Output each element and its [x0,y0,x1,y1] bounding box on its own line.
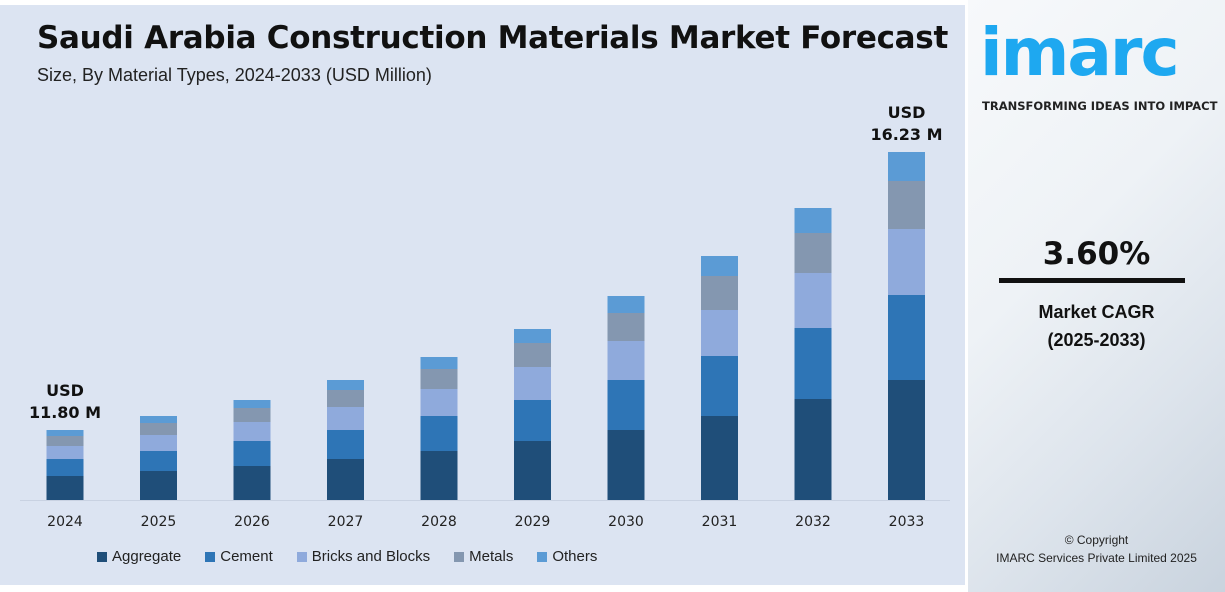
legend-item: Metals [454,548,513,565]
chart-subtitle: Size, By Material Types, 2024-2033 (USD … [37,65,432,85]
divider [999,278,1185,283]
legend-swatch [205,551,216,562]
bar-segment-metals-2030 [607,313,645,341]
x-tick-label: 2029 [515,514,551,530]
cagr-period: (2025-2033) [1047,330,1146,350]
bar-segment-others-2029 [514,329,551,343]
bar-segment-bricks-and-blocks-2027 [327,407,364,430]
bar-segment-metals-2025 [140,423,177,435]
legend-swatch [296,551,307,562]
bar-segment-aggregate-2033 [888,380,925,500]
cagr-value: 3.60% [1042,236,1151,272]
bar-segment-bricks-and-blocks-2032 [794,273,832,328]
bar-segment-bricks-and-blocks-2028 [420,389,458,416]
bar-segment-metals-2028 [420,369,458,389]
bar-segment-aggregate-2024 [46,476,84,500]
bar-segment-cement-2024 [46,459,84,476]
legend-swatch [454,551,465,562]
bar-segment-cement-2029 [514,400,551,441]
bar-segment-aggregate-2027 [327,459,364,500]
x-tick-label: 2031 [702,514,738,530]
legend-label: Metals [469,548,514,565]
bar-segment-metals-2031 [701,276,738,310]
bar-segment-aggregate-2025 [140,471,177,500]
x-tick-label: 2025 [141,514,177,530]
x-tick-label: 2028 [421,514,457,530]
bar-segment-aggregate-2026 [233,466,271,500]
bar-segment-bricks-and-blocks-2031 [701,310,738,356]
bar-segment-metals-2027 [327,390,364,407]
bar-segment-aggregate-2029 [514,441,551,500]
legend-item: Bricks and Blocks [296,548,431,565]
bar-segment-cement-2030 [607,380,645,430]
bar-segment-bricks-and-blocks-2025 [140,435,177,451]
legend-label: Others [552,548,598,565]
bar-segment-others-2033 [888,152,925,181]
bar-segment-others-2025 [140,416,177,423]
bar-segment-bricks-and-blocks-2030 [607,341,645,380]
total-label-currency: USD [888,103,926,122]
x-tick-label: 2030 [608,514,644,530]
bar-segment-metals-2026 [233,408,271,422]
bar-segment-others-2032 [794,208,832,233]
x-tick-label: 2027 [328,514,364,530]
bar-segment-bricks-and-blocks-2026 [233,422,271,441]
chart-title: Saudi Arabia Construction Materials Mark… [37,20,948,56]
total-label-value: 16.23 M [870,125,942,144]
bar-segment-cement-2027 [327,430,364,459]
bar-segment-cement-2026 [233,441,271,466]
bar-segment-bricks-and-blocks-2033 [888,229,925,295]
bar-segment-cement-2025 [140,451,177,471]
bar-segment-aggregate-2030 [607,430,645,500]
bar-segment-aggregate-2028 [420,451,458,500]
x-tick-label: 2033 [889,514,925,530]
bar-segment-others-2030 [607,296,645,313]
bar-segment-metals-2029 [514,343,551,367]
legend: Aggregate Cement Bricks and Blocks Metals Ot… [97,548,597,565]
legend-item: Others [537,548,597,565]
bar-segment-cement-2028 [420,416,458,451]
legend-item: Cement [205,548,273,565]
cagr-label: Market CAGR [1038,302,1155,322]
x-tick-label: 2026 [234,514,270,530]
bar-segment-bricks-and-blocks-2029 [514,367,551,400]
bar-segment-others-2027 [327,380,364,390]
bar-segment-others-2031 [701,256,738,276]
cagr-label-block: Market CAGR (2025-2033) [968,298,1225,354]
legend-label: Cement [220,548,273,565]
bar-segment-metals-2024 [46,436,84,446]
copyright: © Copyright [1064,533,1129,547]
bar-segment-others-2026 [233,400,271,408]
bar-segment-others-2024 [46,430,84,436]
imarc-logo: imarc [980,14,1180,91]
bar-segment-bricks-and-blocks-2024 [46,446,84,459]
total-label-currency: USD [46,381,84,400]
legend-swatch [537,551,548,562]
company-name: IMARC Services Private Limited 2025 [996,551,1197,565]
legend-label: Aggregate [112,548,182,565]
bar-segment-aggregate-2031 [701,416,738,500]
legend-swatch [97,551,107,562]
side-panel: imarc TRANSFORMING IDEAS INTO IMPACT 3.6… [968,0,1225,592]
x-tick-label: 2032 [795,514,831,530]
bar-segment-cement-2033 [888,295,925,380]
bar-segment-cement-2031 [701,356,738,416]
bar-segment-aggregate-2032 [794,399,832,500]
legend-label: Bricks and Blocks [311,548,431,565]
x-tick-label: 2024 [47,514,83,530]
bar-segment-metals-2032 [794,233,832,273]
stacked-bar-chart: 2024 2025 2026 2027 2028 2029 2030 2031 2032 2033… [20,103,950,530]
bar-segment-cement-2032 [794,328,832,399]
bar-segment-others-2028 [420,357,458,369]
tagline: TRANSFORMING IDEAS INTO IMPACT [982,99,1218,113]
total-label-value: 11.80 M [29,403,101,422]
copyright-block: © Copyright IMARC Services Private Limit… [968,531,1225,567]
legend-item: Aggregate [97,548,181,565]
bar-segment-metals-2033 [888,181,925,229]
